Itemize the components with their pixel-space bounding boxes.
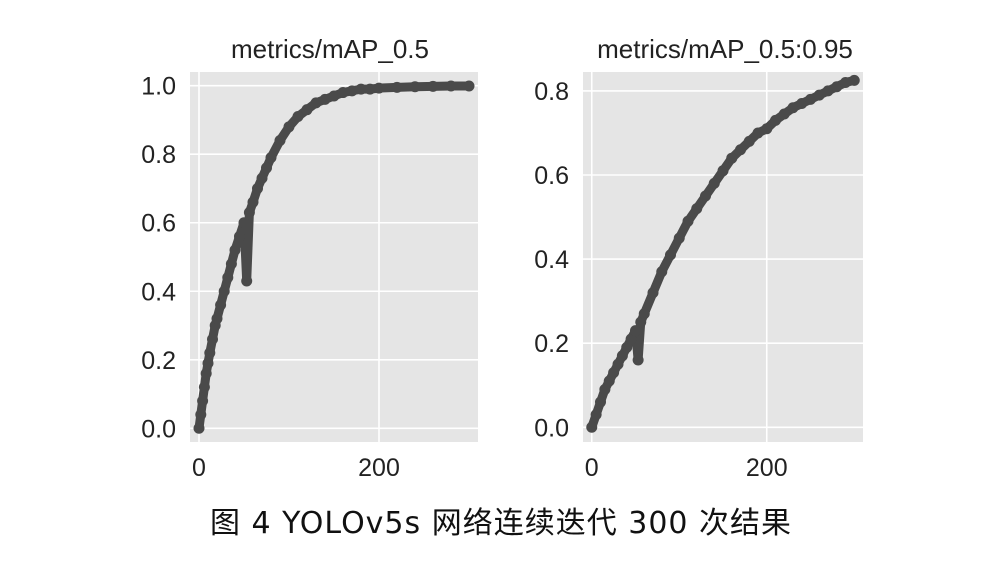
data-point-1-20 [252, 182, 263, 194]
data-point-1-3 [198, 381, 210, 393]
data-point-2-0 [586, 421, 598, 433]
data-point-2-11 [632, 354, 644, 366]
y-tick-label-2-3: 0.6 [534, 162, 569, 190]
data-point-2-8 [621, 341, 633, 353]
data-point-1-13 [225, 258, 237, 270]
data-point-1-11 [218, 285, 230, 297]
x-tick-label-2-0: 0 [585, 454, 599, 482]
data-point-1-34 [364, 83, 376, 95]
data-point-2-23 [726, 152, 738, 164]
data-point-2-19 [691, 203, 703, 215]
data-point-1-10 [215, 299, 227, 311]
data-point-2-4 [603, 375, 615, 387]
data-point-1-22 [261, 162, 272, 174]
figure: 0.0 0.2 0.4 0.6 0.8 1.0 0 200 metrics/mAP_0.5 0.0… [141, 34, 863, 482]
data-point-1-28 [310, 97, 322, 109]
data-point-1-7 [207, 333, 218, 345]
data-point-1-26 [292, 111, 304, 123]
x-tick-label-1-1: 200 [358, 454, 400, 482]
data-point-1-21 [256, 172, 268, 184]
data-point-2-28 [770, 114, 781, 126]
data-point-1-16 [238, 217, 250, 229]
data-point-1-23 [265, 152, 277, 164]
y-tick-label-2-1: 0.2 [534, 330, 569, 358]
data-point-2-17 [673, 232, 685, 244]
data-point-1-15 [234, 230, 245, 242]
data-point-2-30 [787, 102, 799, 114]
data-point-2-32 [805, 93, 816, 105]
data-point-2-21 [708, 177, 720, 189]
data-point-2-37 [848, 74, 860, 86]
data-point-1-37 [409, 81, 421, 93]
data-point-2-6 [612, 358, 624, 370]
x-tick-label-1-0: 0 [192, 454, 206, 482]
data-point-1-2 [197, 395, 209, 407]
data-point-1-12 [222, 272, 234, 284]
data-point-2-26 [752, 127, 764, 139]
data-point-2-13 [638, 308, 650, 320]
data-point-2-10 [630, 325, 641, 337]
data-point-1-32 [346, 85, 358, 97]
y-tick-label-1-0: 0.0 [141, 415, 176, 443]
data-point-1-6 [204, 347, 216, 359]
data-point-2-36 [840, 77, 851, 89]
data-point-2-27 [761, 123, 773, 135]
data-point-2-16 [665, 249, 676, 261]
data-point-1-17 [241, 275, 253, 287]
y-tick-label-1-4: 0.8 [141, 141, 176, 169]
figure-caption: 图 4 YOLOv5s 网络连续迭代 300 次结果 [209, 506, 793, 541]
data-point-1-19 [247, 196, 259, 208]
data-point-2-2 [595, 396, 606, 408]
data-point-1-38 [427, 80, 439, 92]
data-point-2-25 [743, 135, 755, 147]
data-point-1-1 [195, 409, 207, 421]
data-point-2-5 [608, 367, 620, 379]
data-point-1-4 [200, 367, 212, 379]
data-point-2-14 [647, 287, 659, 299]
data-point-2-3 [599, 383, 611, 395]
data-point-2-29 [778, 108, 790, 120]
data-point-1-39 [445, 80, 457, 92]
y-tick-label-1-3: 0.6 [141, 210, 176, 238]
data-point-1-35 [373, 82, 385, 94]
y-tick-label-1-5: 1.0 [141, 73, 176, 101]
data-point-1-30 [328, 90, 340, 102]
data-point-1-27 [301, 104, 313, 116]
data-point-1-0 [193, 422, 205, 434]
data-point-2-35 [831, 81, 843, 93]
data-point-1-33 [355, 83, 367, 95]
data-point-1-40 [463, 80, 475, 92]
data-point-2-24 [735, 144, 746, 156]
data-point-2-33 [813, 89, 825, 101]
data-point-2-18 [682, 215, 694, 227]
data-point-2-20 [700, 190, 711, 202]
data-point-2-34 [822, 85, 834, 97]
data-point-1-29 [319, 93, 331, 105]
y-tick-label-2-4: 0.8 [534, 78, 569, 106]
data-point-1-25 [283, 121, 295, 133]
y-tick-label-2-0: 0.0 [534, 414, 569, 442]
x-tick-label-2-1: 200 [746, 454, 788, 482]
data-point-2-1 [590, 409, 602, 421]
chart-title-1: metrics/mAP_0.5 [231, 34, 429, 64]
data-point-2-9 [625, 333, 637, 345]
data-point-2-31 [796, 98, 808, 110]
data-point-1-18 [243, 206, 255, 218]
data-point-2-15 [656, 266, 668, 278]
y-tick-label-2-2: 0.4 [534, 246, 569, 274]
data-point-2-7 [616, 350, 628, 362]
plot-area-2 [583, 72, 863, 442]
y-tick-label-1-1: 0.2 [141, 347, 176, 375]
data-point-2-22 [717, 165, 729, 177]
data-point-2-12 [635, 316, 647, 328]
data-point-1-5 [202, 357, 214, 369]
y-tick-label-1-2: 0.4 [141, 278, 176, 306]
data-point-1-31 [337, 87, 349, 99]
data-point-1-36 [391, 81, 403, 93]
chart-title-2: metrics/mAP_0.5:0.95 [597, 34, 853, 64]
data-point-1-24 [274, 135, 286, 147]
plot-area-1 [190, 72, 478, 442]
data-point-1-9 [211, 313, 223, 325]
data-point-1-14 [229, 244, 241, 256]
